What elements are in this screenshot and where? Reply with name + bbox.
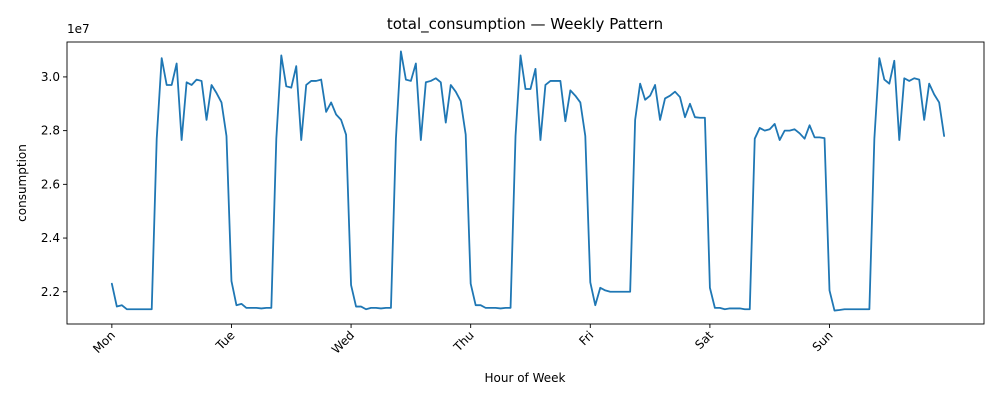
x-axis-label: Hour of Week	[485, 371, 566, 385]
x-axis: Mon Tue Wed Thu Fri Sat Sun	[90, 324, 836, 357]
y-tick-label: 2.6	[41, 177, 60, 191]
x-tick-label: Thu	[450, 328, 477, 355]
y-tick-label: 2.8	[41, 124, 60, 138]
chart-title: total_consumption — Weekly Pattern	[387, 15, 663, 34]
x-tick-label: Tue	[212, 328, 237, 353]
y-tick-label: 2.2	[41, 285, 60, 299]
y-axis: 2.2 2.4 2.6 2.8 3.0	[41, 70, 67, 299]
x-tick-label: Fri	[576, 328, 596, 348]
y-tick-label: 2.4	[41, 231, 60, 245]
x-tick-label: Wed	[329, 328, 357, 356]
plot-frame	[66, 41, 985, 325]
consumption-series-line	[110, 50, 946, 312]
x-tick-label: Mon	[90, 328, 118, 356]
y-tick-label: 3.0	[41, 70, 60, 84]
y-axis-offset-label: 1e7	[67, 22, 90, 36]
y-axis-label: consumption	[15, 144, 29, 222]
x-tick-label: Sun	[810, 328, 836, 354]
plot-area	[66, 41, 985, 325]
x-tick-label: Sat	[692, 328, 716, 352]
